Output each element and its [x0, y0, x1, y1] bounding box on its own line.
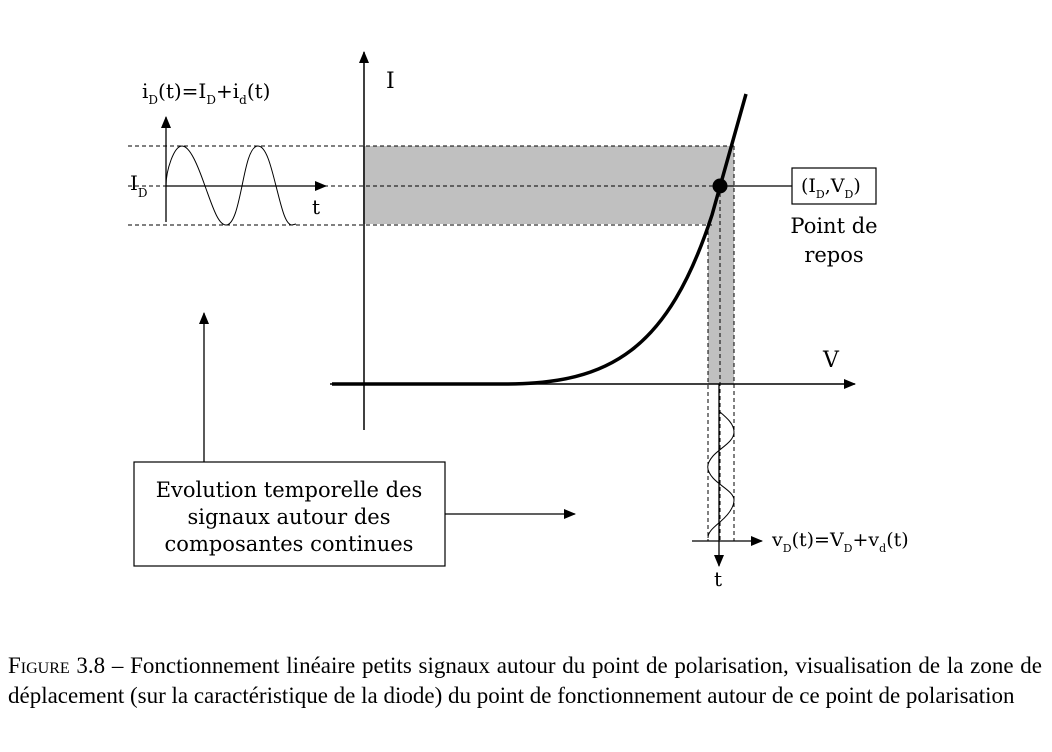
bottom-time-label: t [714, 567, 722, 591]
quiescent-label-box [791, 167, 877, 205]
note-box [133, 461, 446, 567]
figure-caption: Figure 3.8 – Fonctionnement linéaire pet… [8, 651, 1042, 711]
quiescent-caption-line1: Point de [790, 214, 877, 238]
note-line-1: Evolution temporelle des [156, 478, 423, 502]
note-line-2: signaux autour des [187, 505, 390, 529]
quiescent-current-label: ID [130, 171, 148, 200]
note-line-3: composantes continues [165, 532, 414, 556]
quiescent-caption-line2: repos [804, 243, 863, 267]
diagram: I V t t iD(t)=ID+id(t) ID (ID,VD) Point … [128, 51, 909, 591]
current-range-band [363, 146, 734, 224]
voltage-sine-wave [707, 411, 735, 539]
quiescent-point [712, 178, 728, 194]
quiescent-label: (ID,VD) [801, 175, 861, 201]
voltage-guides [707, 146, 735, 541]
current-axis-label: I [386, 69, 395, 94]
figure-caption-text: – Fonctionnement linéaire petits signaux… [8, 653, 1042, 708]
voltage-axis-label: V [822, 348, 840, 373]
figure-caption-number: 3.8 [76, 653, 106, 678]
current-sine-wave [165, 145, 297, 226]
current-signal-equation: iD(t)=ID+id(t) [142, 79, 270, 107]
diode-characteristic-curve [332, 93, 748, 386]
voltage-range-band [708, 224, 734, 384]
figure-caption-label: Figure [8, 653, 70, 678]
voltage-signal-equation: vD(t)=VD+vd(t) [771, 529, 909, 555]
left-time-label: t [312, 195, 320, 219]
